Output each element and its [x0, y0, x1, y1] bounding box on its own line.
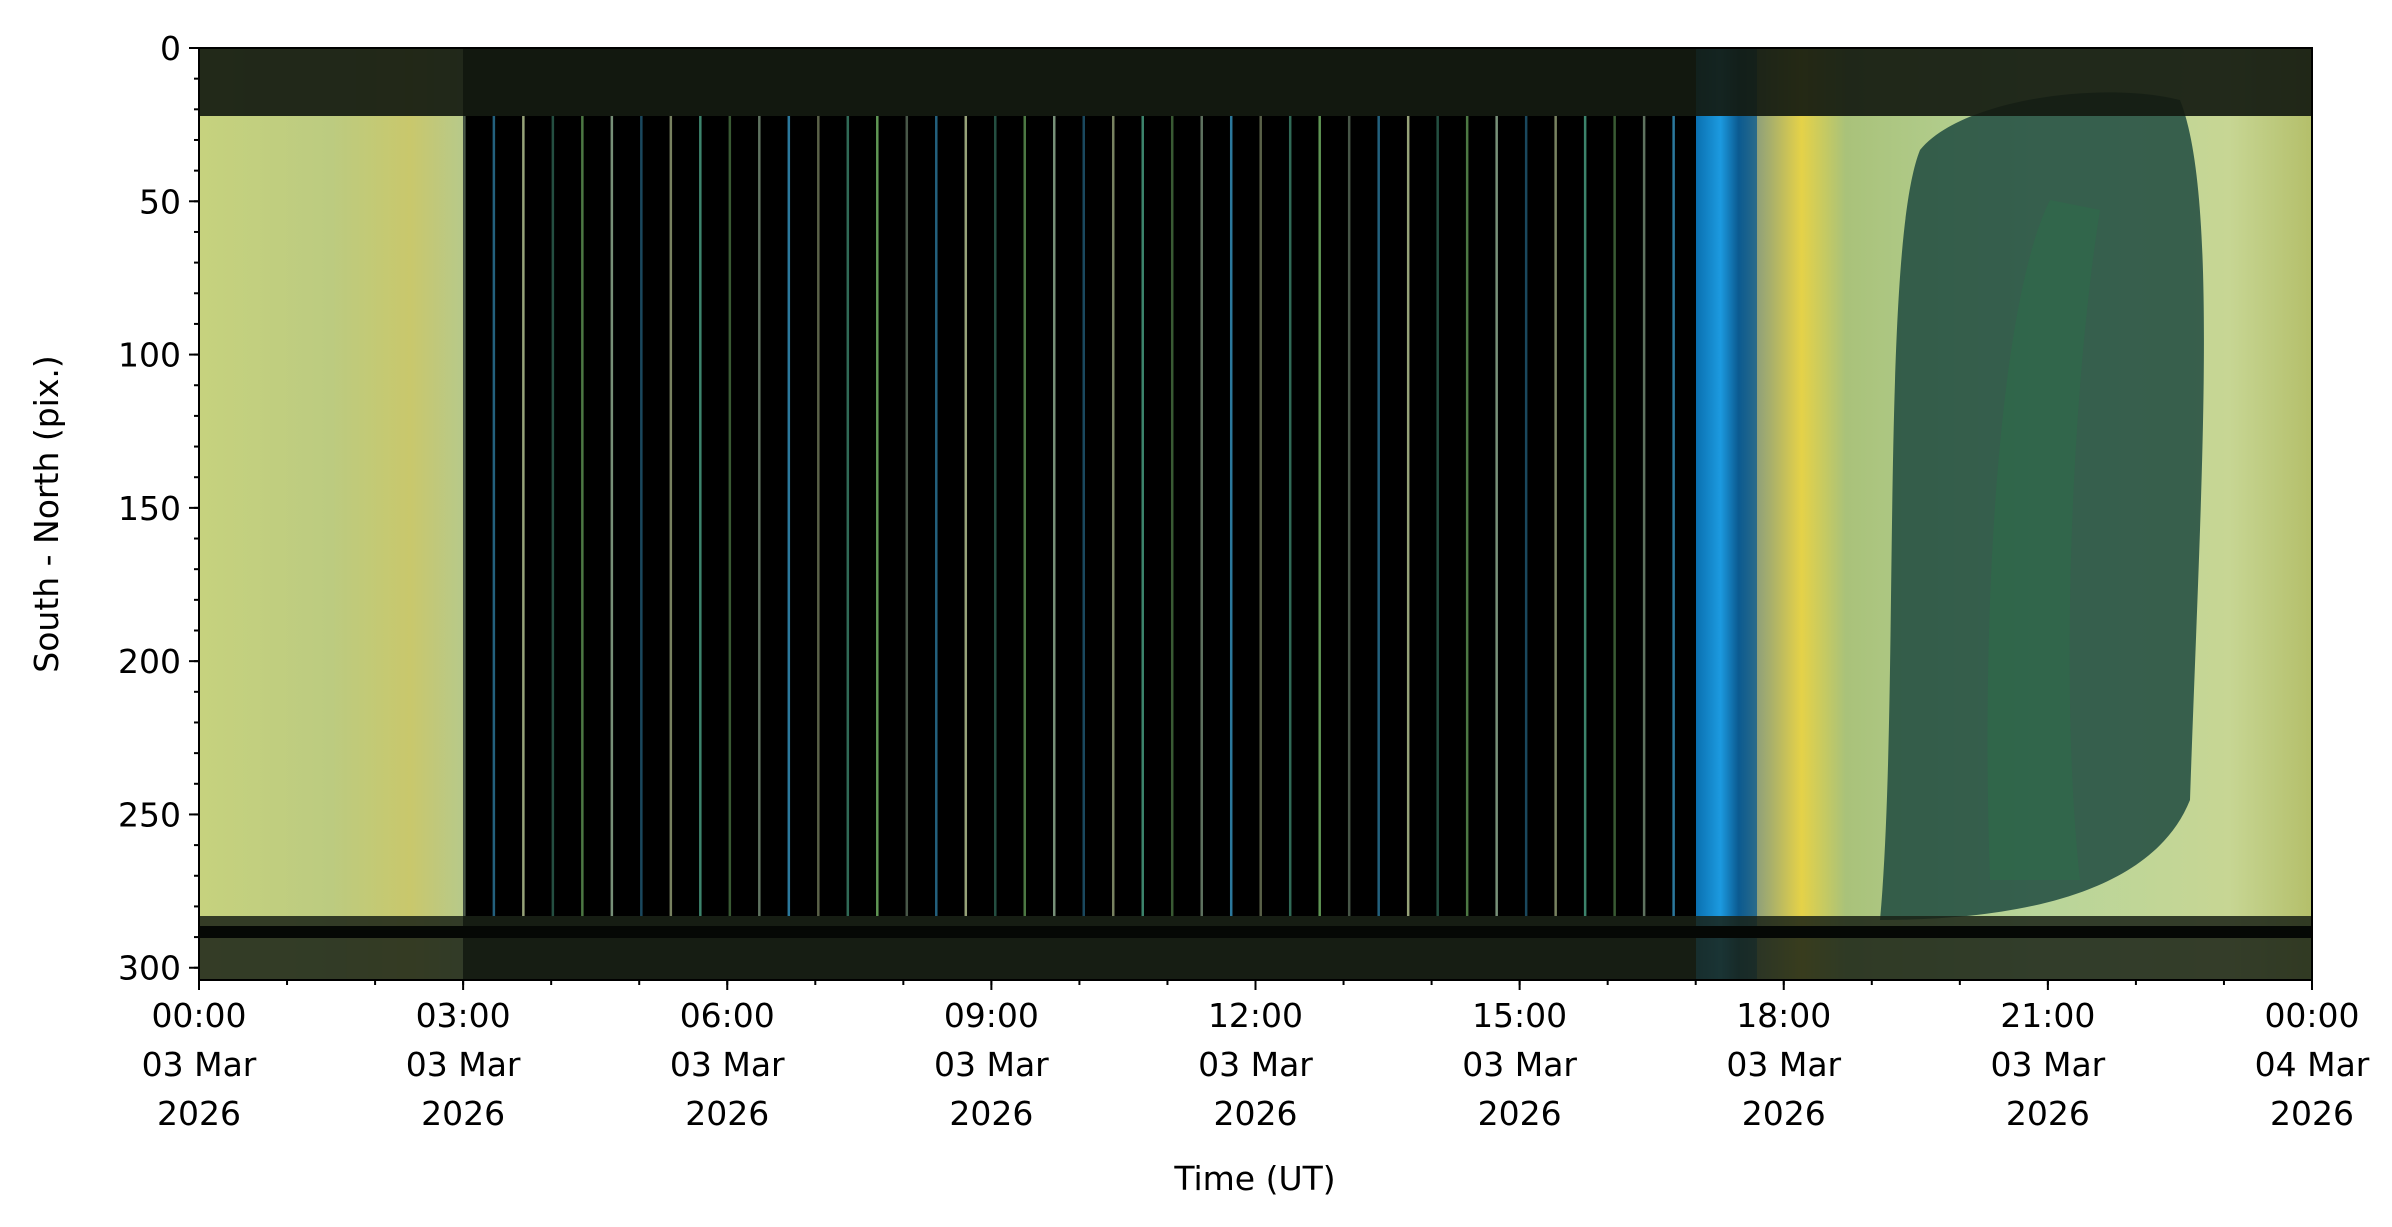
streak [817, 116, 820, 916]
x-tick-label: 2026 [685, 1094, 769, 1133]
x-tick-label: 2026 [157, 1094, 241, 1133]
streak [1642, 116, 1646, 916]
streak [610, 116, 614, 916]
streak [1347, 116, 1351, 916]
streak [1318, 116, 1321, 916]
y-tick-label: 0 [160, 29, 181, 68]
streak [728, 116, 732, 916]
streak [1436, 116, 1439, 916]
x-tick-label: 06:00 [680, 996, 775, 1035]
x-tick-label: 09:00 [944, 996, 1039, 1035]
x-tick-label: 21:00 [2000, 996, 2095, 1035]
x-tick-label: 03 Mar [406, 1045, 521, 1084]
x-axis-label: Time (UT) [1173, 1159, 1335, 1198]
streak [846, 116, 850, 916]
streak [1200, 116, 1203, 916]
streak [581, 116, 584, 916]
streak [1495, 116, 1498, 916]
x-tick-label: 04 Mar [2255, 1045, 2370, 1084]
streak [787, 116, 791, 916]
y-tick-label: 300 [118, 949, 181, 988]
streak [1082, 116, 1085, 916]
x-tick-label: 00:00 [151, 996, 246, 1035]
x-tick-label: 03 Mar [670, 1045, 785, 1084]
x-tick-label: 03 Mar [1198, 1045, 1313, 1084]
bottom-dark-line [199, 926, 2312, 938]
streak [1583, 116, 1587, 916]
x-tick-label: 2026 [949, 1094, 1033, 1133]
y-tick-label: 50 [139, 182, 181, 221]
streak [1406, 116, 1410, 916]
x-tick-label: 2026 [421, 1094, 505, 1133]
x-tick-label: 15:00 [1472, 996, 1567, 1035]
x-tick-label: 2026 [2270, 1094, 2354, 1133]
top-band [199, 48, 2312, 116]
streak [1023, 116, 1027, 916]
streak [699, 116, 702, 916]
aurora-streak [1987, 200, 2100, 880]
streak [492, 116, 496, 916]
left-region [199, 48, 463, 980]
streak [1554, 116, 1557, 916]
streak [1053, 116, 1056, 916]
streak [669, 116, 673, 916]
x-tick-label: 03:00 [416, 996, 511, 1035]
x-tick-label: 03 Mar [934, 1045, 1049, 1084]
y-tick-label: 200 [118, 642, 181, 681]
keogram-image [199, 48, 2312, 980]
streak [876, 116, 879, 916]
streak [905, 116, 909, 916]
axes: 0 50 100 150 200 250 300 00:00 03 Mar 2026 03:00 03… [118, 29, 2370, 1133]
streak [1141, 116, 1144, 916]
x-tick-label: 03 Mar [142, 1045, 257, 1084]
x-tick-label: 2026 [1742, 1094, 1826, 1133]
streak [1229, 116, 1233, 916]
x-tick-label: 00:00 [2264, 996, 2359, 1035]
streak [1259, 116, 1262, 916]
x-tick-label: 2026 [1478, 1094, 1562, 1133]
bottom-band [199, 916, 2312, 980]
x-tick-label: 03 Mar [1726, 1045, 1841, 1084]
x-tick-label: 03 Mar [1991, 1045, 2106, 1084]
x-tick-label: 2026 [1214, 1094, 1298, 1133]
y-axis-label: South - North (pix.) [27, 355, 66, 672]
streak [463, 116, 466, 916]
streak [1465, 116, 1469, 916]
streak [640, 116, 643, 916]
streak [758, 116, 761, 916]
vertical-streaks [463, 116, 1675, 916]
streak [994, 116, 997, 916]
streak [1288, 116, 1292, 916]
streak [1524, 116, 1528, 916]
x-tick-label: 03 Mar [1462, 1045, 1577, 1084]
streak [1111, 116, 1115, 916]
x-tick-label: 18:00 [1736, 996, 1831, 1035]
y-tick-label: 150 [118, 489, 181, 528]
streak [1170, 116, 1174, 916]
streak [1672, 116, 1675, 916]
streak [522, 116, 525, 916]
x-tick-label: 12:00 [1208, 996, 1303, 1035]
streak [551, 116, 555, 916]
twilight-region [1696, 48, 1757, 980]
y-tick-label: 250 [118, 795, 181, 834]
x-tick-label: 2026 [2006, 1094, 2090, 1133]
streak [1377, 116, 1380, 916]
y-tick-label: 100 [118, 336, 181, 375]
streak [964, 116, 968, 916]
streak [1613, 116, 1616, 916]
streak [935, 116, 938, 916]
